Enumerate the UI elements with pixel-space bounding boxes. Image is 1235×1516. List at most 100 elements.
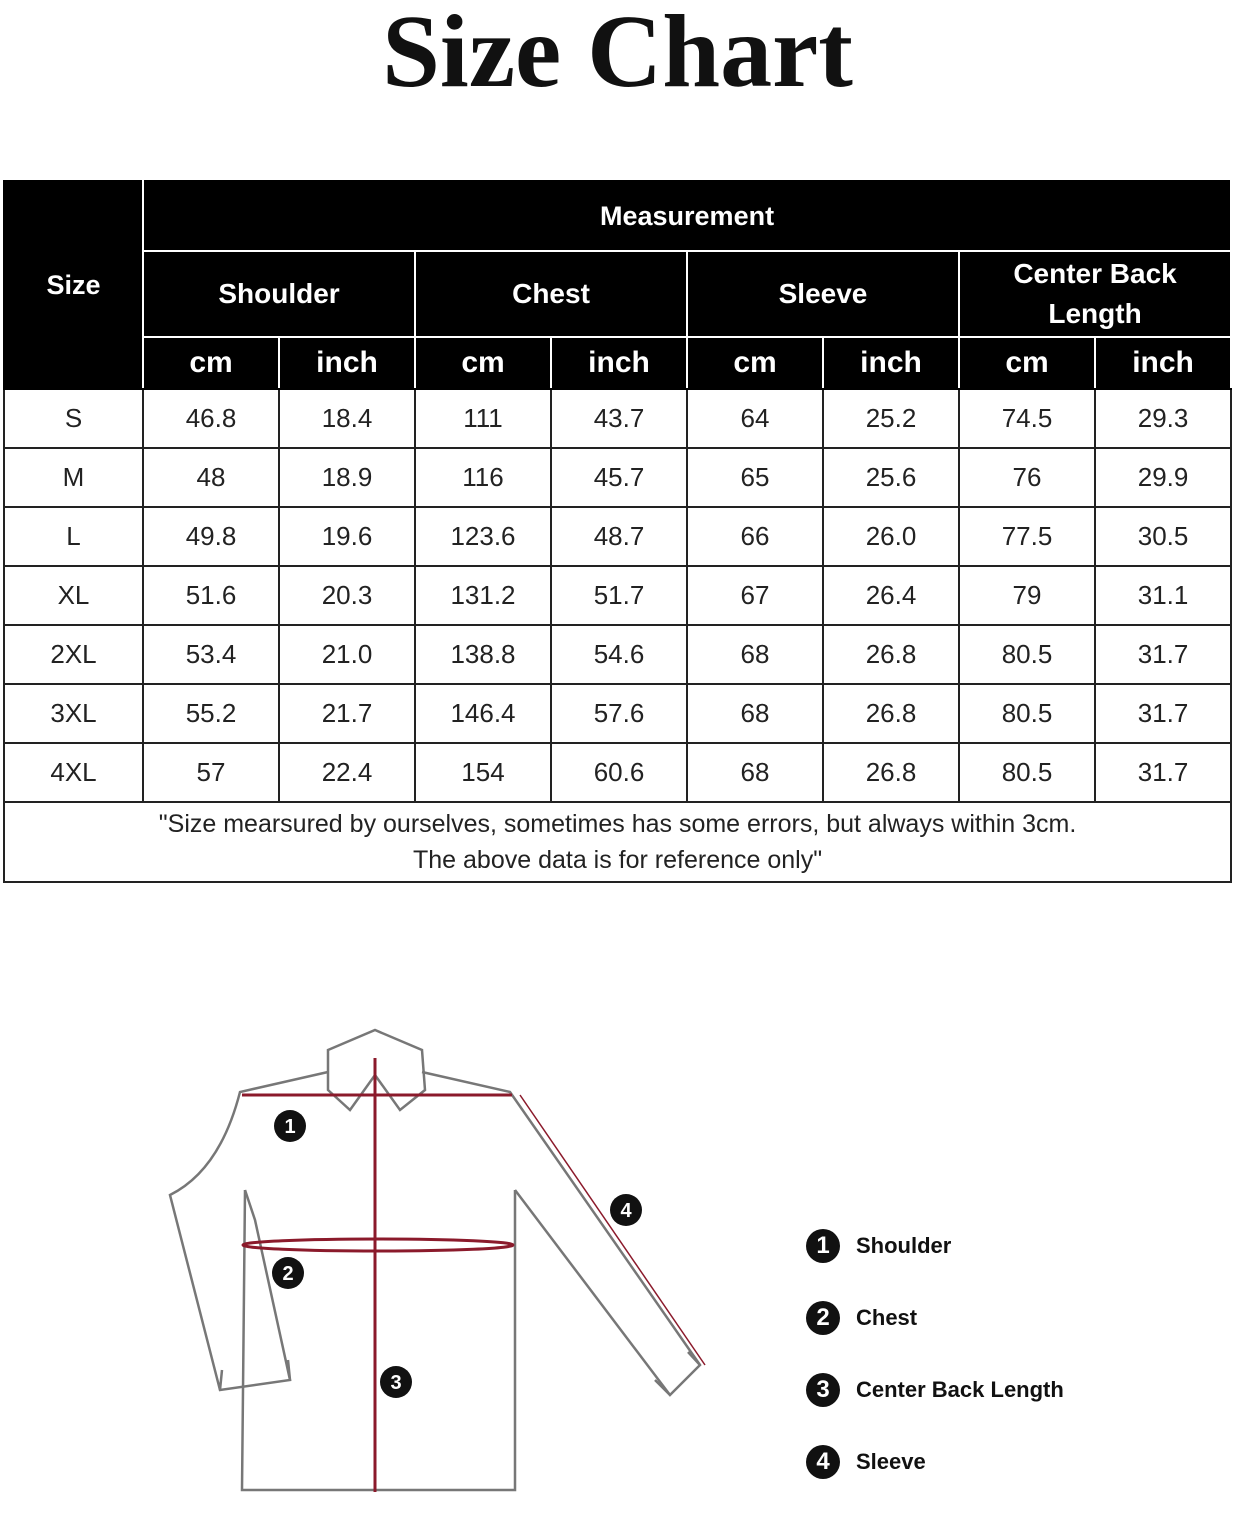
legend-label: Chest: [856, 1305, 918, 1330]
unit-header: inch: [822, 336, 960, 390]
marker-4: [610, 1194, 642, 1226]
legend-item: 4 Sleeve: [806, 1444, 1064, 1480]
value-cell: 111: [414, 388, 552, 449]
legend-item: 3 Center Back Length: [806, 1372, 1064, 1408]
measure-header: Chest: [414, 250, 688, 338]
unit-header: cm: [686, 336, 824, 390]
size-cell: S: [3, 388, 144, 449]
measure-header: Shoulder: [142, 250, 416, 338]
svg-text:4: 4: [620, 1200, 632, 1222]
size-cell: L: [3, 506, 144, 567]
value-cell: 60.6: [550, 742, 688, 803]
unit-header: inch: [278, 336, 416, 390]
svg-text:2: 2: [282, 1263, 293, 1285]
legend-item: 1 Shoulder: [806, 1228, 1064, 1264]
value-cell: 66: [686, 506, 824, 567]
shirt-diagram: 1 2 3 4: [168, 1028, 706, 1492]
value-cell: 31.1: [1093, 565, 1233, 626]
size-cell: 3XL: [3, 683, 144, 744]
table-row: S 46.8 18.4 111 43.7 64 25.2 74.5 29.3: [3, 388, 1233, 449]
page-title: Size Chart: [382, 0, 853, 109]
marker-1: [274, 1110, 306, 1142]
size-cell: 4XL: [3, 742, 144, 803]
value-cell: 68: [686, 624, 824, 685]
value-cell: 21.0: [278, 624, 416, 685]
value-cell: 43.7: [550, 388, 688, 449]
value-cell: 53.4: [142, 624, 280, 685]
measure-lines: [241, 1058, 706, 1492]
value-cell: 46.8: [142, 388, 280, 449]
value-cell: 51.7: [550, 565, 688, 626]
measurement-header: Measurement: [141, 180, 1233, 252]
value-cell: 26.8: [822, 742, 960, 803]
value-cell: 19.6: [278, 506, 416, 567]
value-cell: 68: [686, 683, 824, 744]
svg-text:3: 3: [390, 1372, 401, 1394]
legend-label: Sleeve: [856, 1449, 926, 1474]
value-cell: 123.6: [414, 506, 552, 567]
value-cell: 57.6: [550, 683, 688, 744]
value-cell: 30.5: [1093, 506, 1233, 567]
size-cell: 2XL: [3, 624, 144, 685]
number-badge-icon: 4: [806, 1445, 840, 1479]
table-row: 2XL 53.4 21.0 138.8 54.6 68 26.8 80.5 31.7: [3, 624, 1233, 685]
value-cell: 29.3: [1093, 388, 1233, 449]
value-cell: 146.4: [414, 683, 552, 744]
value-cell: 29.9: [1093, 447, 1233, 508]
table-row: XL 51.6 20.3 131.2 51.7 67 26.4 79 31.1: [3, 565, 1233, 626]
value-cell: 67: [686, 565, 824, 626]
value-cell: 79: [958, 565, 1096, 626]
shirt-outline: [168, 1028, 702, 1492]
value-cell: 154: [414, 742, 552, 803]
value-cell: 25.6: [822, 447, 960, 508]
size-cell: XL: [3, 565, 144, 626]
value-cell: 80.5: [958, 683, 1096, 744]
number-badge-icon: 3: [806, 1373, 840, 1407]
marker-2: [272, 1257, 304, 1289]
value-cell: 45.7: [550, 447, 688, 508]
value-cell: 18.4: [278, 388, 416, 449]
table-row: M 48 18.9 116 45.7 65 25.6 76 29.9: [3, 447, 1233, 508]
table-row: L 49.8 19.6 123.6 48.7 66 26.0 77.5 30.5: [3, 506, 1233, 567]
value-cell: 48.7: [550, 506, 688, 567]
value-cell: 25.2: [822, 388, 960, 449]
size-header: Size: [3, 180, 144, 390]
legend-label: Center Back Length: [856, 1377, 1064, 1402]
value-cell: 65: [686, 447, 824, 508]
value-cell: 80.5: [958, 742, 1096, 803]
value-cell: 74.5: [958, 388, 1096, 449]
number-badge-icon: 1: [806, 1229, 840, 1263]
size-cell: M: [3, 447, 144, 508]
value-cell: 20.3: [278, 565, 416, 626]
value-cell: 76: [958, 447, 1096, 508]
table-row: 3XL 55.2 21.7 146.4 57.6 68 26.8 80.5 31.7: [3, 683, 1233, 744]
legend: 1 Shoulder 2 Chest 3 Center Back Length 4 Sleev…: [806, 1228, 1064, 1516]
size-table: Size Measurement Shoulder Chest Sleeve Cent…: [2, 180, 1233, 883]
value-cell: 116: [414, 447, 552, 508]
marker-3: [380, 1366, 412, 1398]
value-cell: 54.6: [550, 624, 688, 685]
value-cell: 22.4: [278, 742, 416, 803]
value-cell: 26.8: [822, 683, 960, 744]
number-badge-icon: 2: [806, 1301, 840, 1335]
unit-header: inch: [550, 336, 688, 390]
value-cell: 31.7: [1093, 742, 1233, 803]
value-cell: 26.4: [822, 565, 960, 626]
measure-header: Sleeve: [686, 250, 960, 338]
unit-header: cm: [414, 336, 552, 390]
value-cell: 138.8: [414, 624, 552, 685]
table-row: 4XL 57 22.4 154 60.6 68 26.8 80.5 31.7: [3, 742, 1233, 803]
value-cell: 26.8: [822, 624, 960, 685]
value-cell: 31.7: [1093, 624, 1233, 685]
unit-header: cm: [958, 336, 1096, 390]
value-cell: 51.6: [142, 565, 280, 626]
legend-label: Shoulder: [856, 1233, 952, 1258]
value-cell: 68: [686, 742, 824, 803]
measure-header: Center Back Length: [957, 250, 1233, 338]
value-cell: 55.2: [142, 683, 280, 744]
svg-text:1: 1: [284, 1116, 295, 1138]
value-cell: 49.8: [142, 506, 280, 567]
chest-line: [241, 1237, 515, 1253]
value-cell: 80.5: [958, 624, 1096, 685]
value-cell: 26.0: [822, 506, 960, 567]
